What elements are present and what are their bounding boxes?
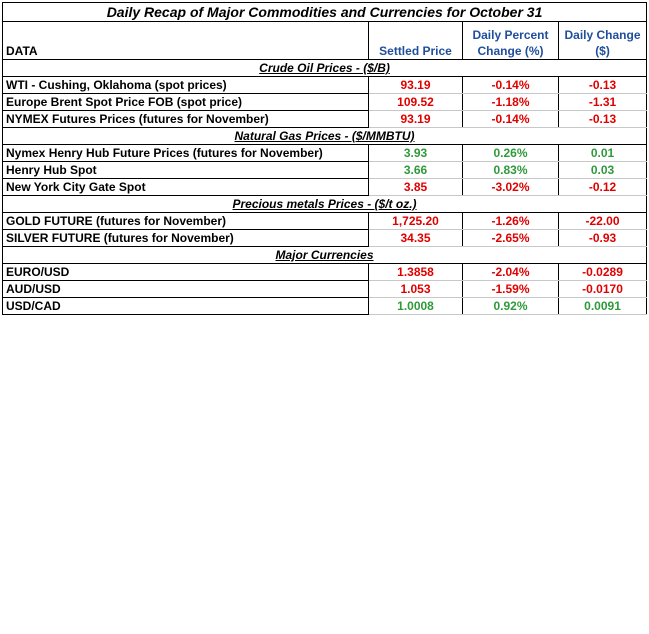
data-row: EURO/USD 1.3858 -2.04% -0.0289 [2, 263, 648, 281]
cell-pct: -1.26% [462, 212, 559, 230]
row-name: SILVER FUTURE (futures for November) [2, 229, 369, 247]
data-row: Nymex Henry Hub Future Prices (futures f… [2, 144, 648, 162]
cell-settled: 1.3858 [368, 263, 463, 281]
section-title: Crude Oil Prices - ($/B) [1, 59, 648, 77]
cell-change: -0.13 [557, 110, 648, 128]
row-name: GOLD FUTURE (futures for November) [2, 212, 369, 230]
header-pct: Daily Percent Change (%) [462, 21, 559, 60]
header-change: Daily Change ($) [557, 21, 648, 60]
cell-settled: 93.19 [368, 110, 463, 128]
data-row: GOLD FUTURE (futures for November) 1,725.… [2, 212, 648, 230]
cell-pct: -0.14% [462, 76, 559, 94]
row-name: Henry Hub Spot [2, 161, 369, 179]
cell-pct: -2.04% [462, 263, 559, 281]
cell-settled: 3.85 [368, 178, 463, 196]
cell-change: -0.0289 [557, 263, 648, 281]
cell-pct: 0.26% [462, 144, 559, 162]
data-row: Europe Brent Spot Price FOB (spot price)… [2, 93, 648, 111]
section-title: Major Currencies [1, 246, 648, 264]
table-body: Daily Recap of Major Commodities and Cur… [1, 2, 648, 315]
cell-change: -22.00 [557, 212, 648, 230]
cell-change: 0.03 [557, 161, 648, 179]
row-name: EURO/USD [2, 263, 369, 281]
data-row: NYMEX Futures Prices (futures for Novemb… [2, 110, 648, 128]
cell-settled: 109.52 [368, 93, 463, 111]
cell-change: -0.12 [557, 178, 648, 196]
table-title: Daily Recap of Major Commodities and Cur… [1, 2, 648, 22]
row-name: NYMEX Futures Prices (futures for Novemb… [2, 110, 369, 128]
cell-settled: 1.0008 [368, 297, 463, 315]
cell-change: -1.31 [557, 93, 648, 111]
cell-settled: 93.19 [368, 76, 463, 94]
data-row: New York City Gate Spot 3.85 -3.02% -0.12 [2, 178, 648, 196]
data-row: USD/CAD 1.0008 0.92% 0.0091 [2, 297, 648, 315]
row-name: Nymex Henry Hub Future Prices (futures f… [2, 144, 369, 162]
section-title: Natural Gas Prices - ($/MMBTU) [1, 127, 648, 145]
section-row: Crude Oil Prices - ($/B) [1, 59, 648, 77]
data-row: AUD/USD 1.053 -1.59% -0.0170 [2, 280, 648, 298]
section-row: Major Currencies [1, 246, 648, 264]
cell-change: -0.13 [557, 76, 648, 94]
data-row: SILVER FUTURE (futures for November) 34.3… [2, 229, 648, 247]
cell-change: 0.0091 [557, 297, 648, 315]
header-settled: Settled Price [368, 21, 463, 60]
cell-pct: 0.92% [462, 297, 559, 315]
recap-table: Daily Recap of Major Commodities and Cur… [1, 2, 648, 315]
cell-change: -0.93 [557, 229, 648, 247]
cell-pct: -2.65% [462, 229, 559, 247]
cell-settled: 3.93 [368, 144, 463, 162]
section-title: Precious metals Prices - ($/t oz.) [1, 195, 648, 213]
header-label: DATA [2, 21, 369, 60]
section-row: Precious metals Prices - ($/t oz.) [1, 195, 648, 213]
row-name: New York City Gate Spot [2, 178, 369, 196]
data-row: WTI - Cushing, Oklahoma (spot prices) 93.… [2, 76, 648, 94]
cell-pct: -1.59% [462, 280, 559, 298]
cell-change: -0.0170 [557, 280, 648, 298]
cell-pct: -3.02% [462, 178, 559, 196]
row-name: WTI - Cushing, Oklahoma (spot prices) [2, 76, 369, 94]
cell-settled: 1.053 [368, 280, 463, 298]
cell-pct: 0.83% [462, 161, 559, 179]
header-row: DATA Settled Price Daily Percent Change … [2, 21, 648, 60]
row-name: USD/CAD [2, 297, 369, 315]
cell-pct: -0.14% [462, 110, 559, 128]
row-name: Europe Brent Spot Price FOB (spot price) [2, 93, 369, 111]
cell-change: 0.01 [557, 144, 648, 162]
cell-pct: -1.18% [462, 93, 559, 111]
data-row: Henry Hub Spot 3.66 0.83% 0.03 [2, 161, 648, 179]
section-row: Natural Gas Prices - ($/MMBTU) [1, 127, 648, 145]
cell-settled: 3.66 [368, 161, 463, 179]
cell-settled: 34.35 [368, 229, 463, 247]
cell-settled: 1,725.20 [368, 212, 463, 230]
row-name: AUD/USD [2, 280, 369, 298]
title-row: Daily Recap of Major Commodities and Cur… [1, 2, 648, 22]
